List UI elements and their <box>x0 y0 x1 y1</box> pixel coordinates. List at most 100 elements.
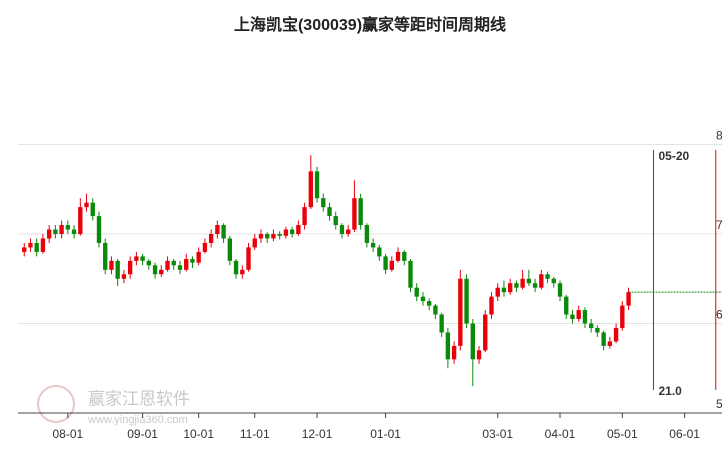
candle-body <box>327 207 332 217</box>
candle-body <box>134 256 139 261</box>
candle-body <box>314 171 320 199</box>
candle-body <box>321 198 326 208</box>
candle-body <box>333 216 338 226</box>
candle-body <box>40 238 46 252</box>
candle-body <box>308 171 313 208</box>
candle-body <box>277 234 282 236</box>
candle-body <box>171 260 176 266</box>
candle-body <box>551 278 556 284</box>
candle-body <box>190 259 195 263</box>
candle-body <box>607 341 613 346</box>
y-tick-label: 6 <box>716 308 723 322</box>
candle-body <box>289 229 295 234</box>
candle-body <box>177 265 183 270</box>
candle-body <box>539 274 544 288</box>
candle-body <box>109 260 114 270</box>
candle-body <box>146 260 152 266</box>
candle-body <box>103 242 108 270</box>
candle-body <box>626 292 631 306</box>
candle-body <box>271 234 276 239</box>
candle-body <box>439 314 444 333</box>
candle-body <box>389 260 394 270</box>
candle-body <box>71 229 77 234</box>
watermark: 赢家江恩软件 <box>88 389 190 408</box>
candle-body <box>140 256 145 261</box>
x-tick-label: 03-01 <box>482 427 513 441</box>
y-tick-label: 8 <box>716 129 723 143</box>
candle-body <box>165 260 170 270</box>
candle-body <box>595 327 600 333</box>
candle-body <box>28 242 33 248</box>
candle-body <box>46 229 52 239</box>
chart-title: 上海凯宝(300039)赢家等距时间周期线 <box>234 15 506 34</box>
x-tick-label: 05-01 <box>607 427 638 441</box>
candle-body <box>78 207 83 234</box>
candle-body <box>196 251 201 263</box>
candle-body <box>620 305 625 328</box>
candle-body <box>90 202 95 217</box>
candle-body <box>582 310 588 324</box>
candle-body <box>252 238 257 248</box>
candle-body <box>451 345 457 360</box>
candle-body <box>208 234 214 243</box>
candle-body <box>34 242 39 252</box>
candle-body <box>520 278 525 288</box>
candle-body <box>576 310 581 320</box>
candle-body <box>258 234 264 239</box>
candle-body <box>227 238 233 261</box>
candle-body <box>152 265 158 275</box>
y-tick-label: 5 <box>716 397 723 411</box>
candle-body <box>159 269 164 275</box>
candle-body <box>507 283 513 293</box>
candle-body <box>564 296 569 315</box>
candle-body <box>22 247 27 252</box>
candle-body <box>358 198 363 226</box>
candle-body <box>202 242 208 252</box>
candle-body <box>121 274 127 279</box>
watermark-url: www.yingjia360.com <box>87 414 188 426</box>
x-tick-label: 04-01 <box>545 427 576 441</box>
candle-body <box>613 327 619 342</box>
candle-body <box>96 216 102 243</box>
candle-body <box>476 350 482 360</box>
candle-body <box>514 283 519 288</box>
candle-body <box>427 301 432 306</box>
candle-body <box>414 287 419 297</box>
candle-body <box>377 247 382 257</box>
candle-body <box>601 332 606 346</box>
candle-body <box>127 260 133 275</box>
candle-body <box>395 251 401 261</box>
candle-body <box>265 234 270 239</box>
candle-body <box>588 323 594 328</box>
candle-body <box>489 296 494 315</box>
y-tick-label: 7 <box>716 218 723 232</box>
candle-body <box>221 225 226 239</box>
candle-body <box>501 287 507 293</box>
candle-body <box>532 283 538 288</box>
candle-body <box>283 229 289 236</box>
candle-body <box>346 229 351 234</box>
candle-body <box>420 296 426 302</box>
candle-body <box>302 207 307 226</box>
candle-body <box>370 242 376 248</box>
x-tick-label: 08-01 <box>52 427 83 441</box>
candle-body <box>364 225 370 243</box>
candle-body <box>402 251 407 261</box>
candle-body <box>339 225 345 234</box>
x-tick-label: 06-01 <box>669 427 700 441</box>
candle-body <box>215 225 220 234</box>
candle-body <box>445 332 451 360</box>
candle-body <box>470 323 475 360</box>
watermark-logo <box>37 385 75 423</box>
candle-body <box>557 283 563 297</box>
candle-body <box>84 202 89 208</box>
cycle-date: 05-20 <box>658 149 689 163</box>
candle-body <box>458 278 463 346</box>
candle-body <box>570 314 575 320</box>
x-tick-label: 12-01 <box>302 427 333 441</box>
candle-body <box>65 225 71 230</box>
candle-body <box>495 287 500 297</box>
x-tick-label: 09-01 <box>127 427 158 441</box>
candle-body <box>59 225 64 234</box>
